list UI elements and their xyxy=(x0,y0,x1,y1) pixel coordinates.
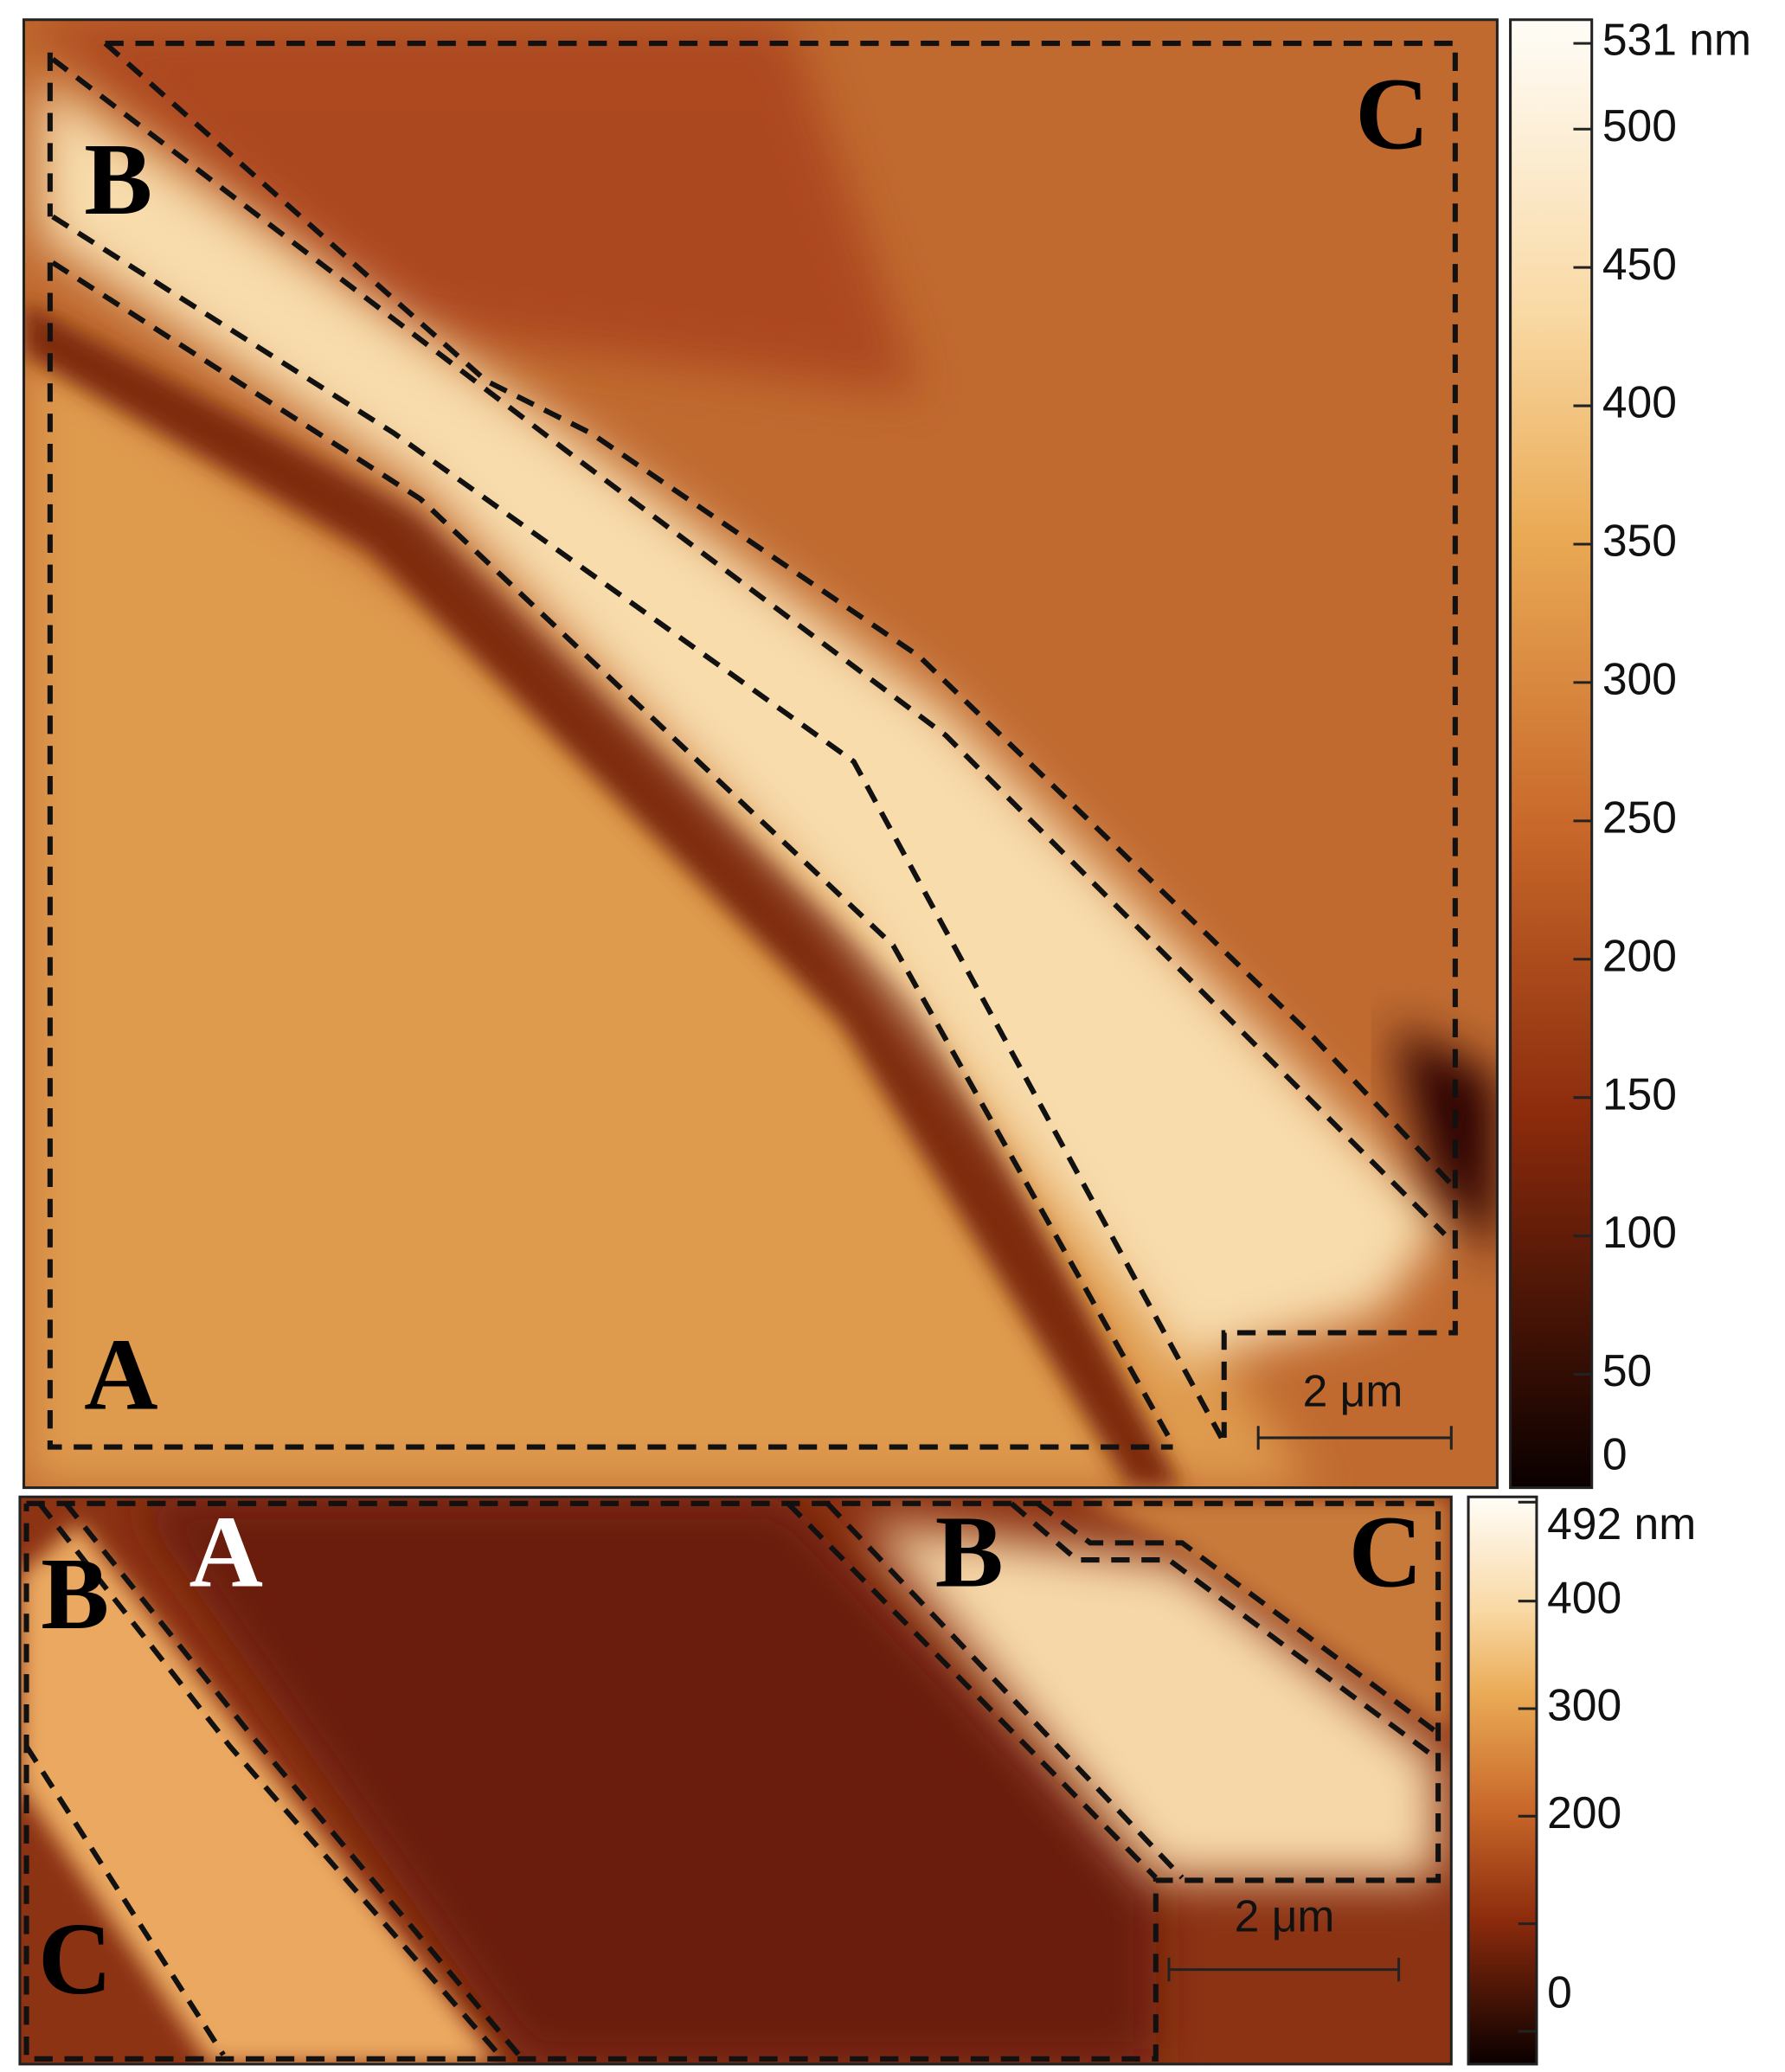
region-label: B xyxy=(41,1537,109,1651)
colorbar-tick-label: 0 xyxy=(1602,1428,1628,1479)
region-label: C xyxy=(1355,57,1429,170)
region-label: B xyxy=(84,123,152,236)
colorbar-tick-label: 100 xyxy=(1602,1207,1677,1257)
colorbar-top xyxy=(1509,18,1594,1490)
afm-image-top xyxy=(23,19,1498,1488)
region-label: B xyxy=(935,1495,1004,1608)
colorbar-tick-label: 450 xyxy=(1602,239,1677,289)
colorbar-tick-label: 400 xyxy=(1602,377,1677,427)
afm-image-bottom xyxy=(19,1497,1452,2064)
colorbar-tick-label: 0 xyxy=(1547,1967,1572,2017)
colorbar-tick-label: 300 xyxy=(1547,1680,1621,1730)
region-outlines-top xyxy=(47,41,1458,1450)
colorbar-tick-label: 150 xyxy=(1602,1068,1677,1119)
colorbar-tick-label: 492 nm xyxy=(1547,1498,1696,1549)
colorbar-tick-label: 350 xyxy=(1602,516,1677,566)
region-label: C xyxy=(1349,1495,1423,1608)
scale-bar-label: 2 μm xyxy=(1235,1891,1335,1941)
colorbar-tick-label: 250 xyxy=(1602,792,1677,842)
scale-bar-label: 2 μm xyxy=(1303,1365,1403,1415)
region-label: C xyxy=(38,1902,112,2016)
colorbar-tick-label: 531 nm xyxy=(1602,15,1751,65)
colorbar-tick-label: 200 xyxy=(1547,1787,1621,1838)
colorbar-bottom xyxy=(1467,1495,1538,2066)
region-label: A xyxy=(189,1495,263,1608)
colorbar-tick-label: 500 xyxy=(1602,100,1677,151)
colorbar-tick-label: 200 xyxy=(1602,930,1677,980)
region-outlines-bottom xyxy=(23,1500,1441,2062)
colorbar-tick-label: 400 xyxy=(1547,1572,1621,1622)
colorbar-tick-label: 300 xyxy=(1602,654,1677,704)
colorbar-tick-label: 50 xyxy=(1602,1345,1652,1395)
region-label: A xyxy=(84,1318,158,1431)
